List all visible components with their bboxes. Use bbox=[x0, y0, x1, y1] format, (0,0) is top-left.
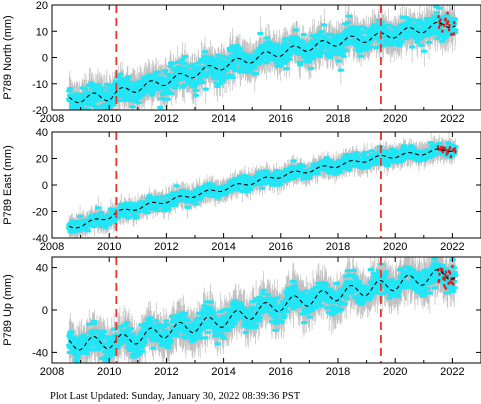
y-axis-label: P789 North (mm) bbox=[2, 15, 14, 99]
x-tick-label: 2012 bbox=[154, 366, 178, 378]
x-tick-label: 2014 bbox=[211, 241, 235, 253]
x-tick-label: 2016 bbox=[269, 113, 293, 125]
x-tick-label: 2014 bbox=[211, 113, 235, 125]
x-tick-label: 2020 bbox=[383, 241, 407, 253]
y-axis-label: P789 Up (mm) bbox=[2, 274, 14, 346]
data-points bbox=[66, 141, 459, 234]
chart-panel-3: 2008 2010 2012 2014 2016 2018 2020 2022 -40 0 40 P7… bbox=[2, 256, 481, 378]
chart-panel-2: 2008 2010 2012 2014 2016 2018 2020 2022 -40 -20 0 2… bbox=[2, 127, 481, 253]
y-tick-label: 0 bbox=[42, 305, 48, 317]
y-tick-label: 0 bbox=[42, 53, 48, 65]
y-axis-label: P789 East (mm) bbox=[2, 145, 14, 224]
x-tick-label: 2014 bbox=[211, 366, 235, 378]
x-tick-label: 2010 bbox=[97, 366, 121, 378]
data-points bbox=[66, 5, 459, 110]
x-tick-label: 2022 bbox=[440, 113, 464, 125]
y-tick-label: -10 bbox=[32, 79, 48, 91]
y-tick-label: -20 bbox=[32, 207, 48, 219]
data-layer bbox=[66, 132, 459, 238]
x-tick-label: 2008 bbox=[40, 113, 64, 125]
x-tick-label: 2012 bbox=[154, 113, 178, 125]
y-tick-label: 40 bbox=[36, 263, 48, 275]
x-tick-label: 2008 bbox=[40, 241, 64, 253]
y-tick-label: 20 bbox=[36, 154, 48, 166]
data-points bbox=[66, 257, 459, 363]
model-fit-line bbox=[68, 21, 456, 104]
x-tick-label: 2016 bbox=[269, 366, 293, 378]
model-fit-line bbox=[68, 148, 456, 229]
x-tick-label: 2020 bbox=[383, 113, 407, 125]
x-tick-label: 2018 bbox=[326, 241, 350, 253]
x-tick-label: 2016 bbox=[269, 241, 293, 253]
data-layer bbox=[66, 5, 459, 110]
recent-data-points bbox=[437, 145, 457, 159]
x-tick-label: 2018 bbox=[326, 113, 350, 125]
x-tick-label: 2010 bbox=[97, 113, 121, 125]
x-tick-label: 2022 bbox=[440, 241, 464, 253]
chart-panel-1: 2008 2010 2012 2014 2016 2018 2020 2022 -20 -10 0 1… bbox=[2, 0, 481, 125]
recent-data-points bbox=[437, 11, 456, 36]
y-tick-label: 10 bbox=[36, 26, 48, 38]
x-tick-label: 2012 bbox=[154, 241, 178, 253]
y-tick-label: 40 bbox=[36, 127, 48, 139]
y-tick-label: -40 bbox=[32, 233, 48, 245]
x-tick-label: 2022 bbox=[440, 366, 464, 378]
model-fit-line bbox=[68, 269, 456, 351]
x-tick-label: 2008 bbox=[40, 366, 64, 378]
plot-last-updated-text: Plot Last Updated: Sunday, January 30, 2… bbox=[50, 391, 301, 402]
data-layer bbox=[66, 257, 459, 363]
y-tick-label: 20 bbox=[36, 0, 48, 12]
y-tick-label: -20 bbox=[32, 105, 48, 117]
y-tick-label: 0 bbox=[42, 180, 48, 192]
y-tick-label: -40 bbox=[32, 347, 48, 359]
x-tick-label: 2010 bbox=[97, 241, 121, 253]
x-tick-label: 2018 bbox=[326, 366, 350, 378]
x-tick-label: 2020 bbox=[383, 366, 407, 378]
